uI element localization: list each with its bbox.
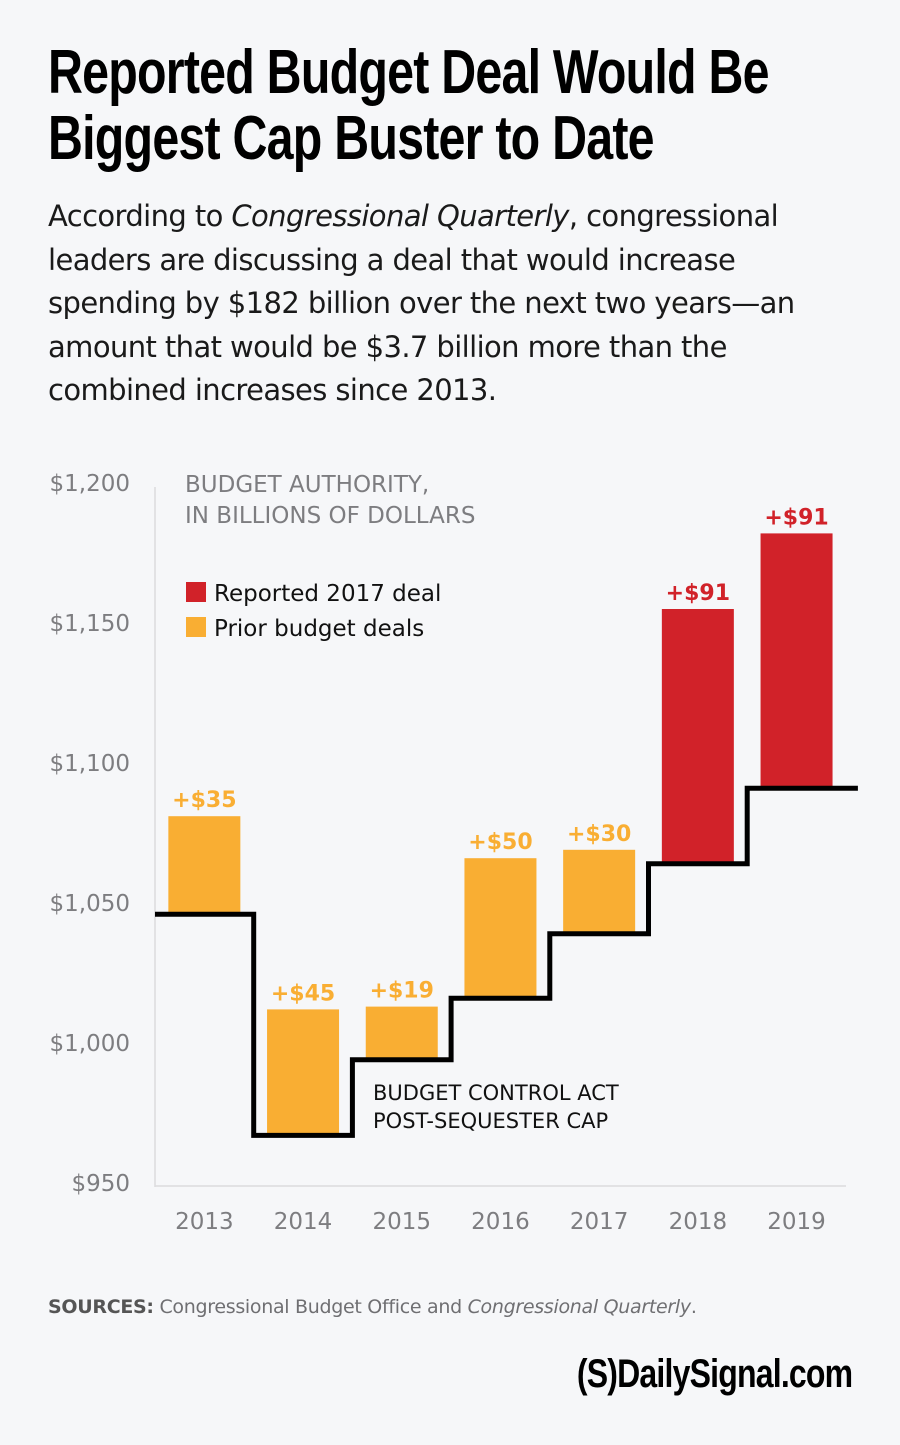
y-tick-label: $1,200 [50,471,130,497]
y-tick-label: $1,100 [50,751,130,777]
x-tick-label: 2016 [471,1209,530,1235]
subtitle-text-1: According to [48,199,232,233]
x-tick-label: 2019 [767,1209,826,1235]
data-label-2016: +$50 [468,830,532,855]
data-label-2019: +$91 [764,505,828,530]
bar-2014 [267,1009,340,1136]
chart-subtitle: According to Congressional Quarterly, co… [48,195,858,413]
sources-note: SOURCES: Congressional Budget Office and… [48,1296,697,1318]
axis-title-line-1: BUDGET AUTHORITY, [185,472,429,498]
data-label-2018: +$91 [666,581,730,606]
bars [168,533,833,1136]
bar-2013 [168,816,241,915]
title-line-1: Reported Budget Deal Would Be [48,38,770,107]
data-label-2017: +$30 [567,822,631,847]
cap-step-line [155,785,858,1138]
bar-2015 [365,1006,438,1060]
legend-swatch-prior [186,617,206,637]
x-tick-label: 2018 [669,1209,728,1235]
cap-annotation-line-1: BUDGET CONTROL ACT [373,1081,619,1105]
x-tick-label: 2017 [570,1209,629,1235]
data-labels: +$35 +$45 +$19 +$50 +$30 +$91 +$91 [172,505,829,1006]
x-tick-label: 2013 [175,1209,234,1235]
sources-text: Congressional Budget Office and [153,1296,468,1318]
x-tick-label: 2015 [372,1209,431,1235]
bar-2017 [563,849,636,934]
data-label-2014: +$45 [271,981,335,1006]
legend-swatch-reported [186,582,206,602]
bar-2016 [464,858,537,999]
bar-2019 [760,533,833,789]
y-tick-label: $950 [71,1171,130,1197]
y-tick-label: $1,150 [50,611,130,637]
y-tick-labels: $950 $1,000 $1,050 $1,100 $1,150 $1,200 [50,471,130,1197]
legend-label-reported: Reported 2017 deal [214,581,441,607]
daily-signal-logo: (S)DailySignal.com [576,1352,853,1396]
data-label-2015: +$19 [370,979,434,1004]
x-tick-labels: 2013 2014 2015 2016 2017 2018 2019 [175,1209,826,1235]
title-line-2: Biggest Cap Buster to Date [48,104,655,173]
axis-title-line-2: IN BILLIONS OF DOLLARS [185,503,475,529]
cap-annotation-line-2: POST-SEQUESTER CAP [373,1109,608,1133]
sources-italic: Congressional Quarterly [467,1296,692,1318]
x-tick-label: 2014 [274,1209,333,1235]
y-tick-label: $1,050 [50,891,130,917]
bar-chart: $950$1,000$1,050$1,100$1,150$1,200 2013 2… [50,471,858,1235]
sources-end: . [690,1296,697,1318]
legend-label-prior: Prior budget deals [214,616,424,642]
subtitle-text-2: , congressional leaders are discussing a… [48,199,795,407]
data-label-2013: +$35 [172,788,236,813]
legend: Reported 2017 deal Prior budget deals [186,581,441,642]
subtitle-italic-source: Congressional Quarterly [231,199,569,233]
bar-2018 [661,609,734,864]
sources-label: SOURCES: [48,1296,154,1318]
chart-title: Reported Budget Deal Would Be Biggest Ca… [48,38,770,173]
y-tick-label: $1,000 [50,1031,130,1057]
